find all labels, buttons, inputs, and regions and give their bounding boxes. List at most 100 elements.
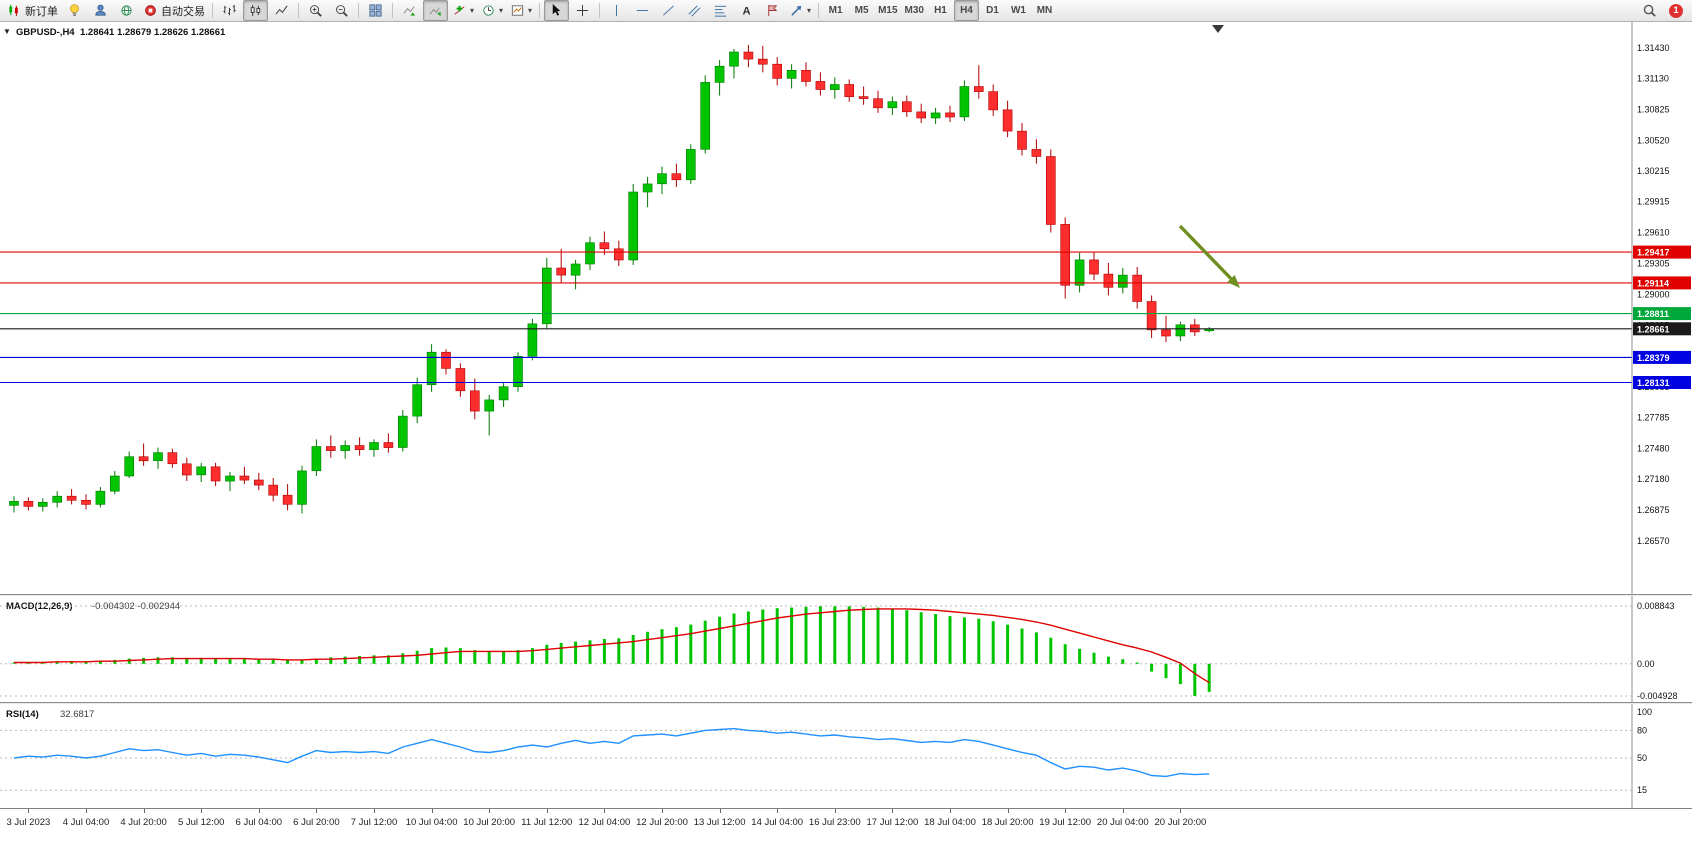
- templates-button[interactable]: ▾: [507, 0, 535, 21]
- template-icon: [511, 5, 524, 16]
- crosshair-button[interactable]: [570, 0, 595, 21]
- text-tool-button[interactable]: A: [734, 0, 759, 21]
- time-axis-tick: [1007, 809, 1009, 813]
- macd-histogram-bar: [804, 606, 808, 664]
- cursor-button[interactable]: [544, 0, 570, 21]
- candle-body: [743, 51, 754, 60]
- macd-histogram-bar: [329, 657, 333, 664]
- time-axis[interactable]: 3 Jul 2023 4 Jul 04:00 4 Jul 20:00 5 Jul 12…: [0, 808, 1692, 832]
- trendline-button[interactable]: [656, 0, 681, 21]
- annotation-arrow-head[interactable]: [1227, 275, 1240, 288]
- globe-icon: [121, 5, 132, 16]
- panel-separator[interactable]: [0, 702, 1692, 704]
- macd-panel[interactable]: MACD(12,26,9) -0.004302 -0.002944 0.0088…: [0, 596, 1692, 702]
- timeframe-m1-button[interactable]: M1: [823, 0, 848, 21]
- macd-histogram-bar: [199, 657, 203, 664]
- zoom-in-button[interactable]: [303, 0, 328, 21]
- time-axis-tick: [1065, 809, 1067, 813]
- time-axis-label: 3 Jul 2023: [6, 817, 51, 828]
- tips-button[interactable]: [62, 0, 87, 21]
- candle-body: [873, 98, 883, 109]
- macd-histogram-bar: [545, 644, 549, 664]
- community-button[interactable]: [114, 0, 139, 21]
- panel-separator[interactable]: [0, 594, 1692, 596]
- price-tag-label: 1.28131: [1637, 378, 1670, 388]
- macd-histogram-bar: [919, 612, 923, 664]
- profile-button[interactable]: [88, 0, 113, 21]
- time-axis-tick: [662, 809, 663, 813]
- text-label-button[interactable]: [760, 0, 785, 21]
- rsi-panel[interactable]: RSI(14) 32.6817 100 80 50 15: [0, 704, 1692, 808]
- shapes-button[interactable]: ▾: [786, 0, 814, 21]
- candle-body: [124, 456, 134, 477]
- macd-histogram-bar: [156, 657, 160, 664]
- dropdown-caret-icon: ▾: [807, 5, 812, 15]
- indicators-button[interactable]: ▾: [449, 0, 477, 21]
- candle-body: [685, 149, 696, 181]
- time-axis-label: 10 Jul 20:00: [463, 817, 516, 828]
- line-chart-button[interactable]: [269, 0, 294, 21]
- channel-button[interactable]: [682, 0, 707, 21]
- timeframe-w1-button[interactable]: W1: [1006, 0, 1031, 21]
- macd-scale-tick: 0.008843: [1637, 601, 1675, 611]
- chart-shift-marker[interactable]: [1212, 25, 1224, 33]
- candle-body: [138, 456, 149, 462]
- candle-body: [1074, 259, 1085, 286]
- candlestick-chart-icon: [250, 4, 261, 17]
- macd-histogram-bar: [386, 655, 390, 664]
- macd-histogram-bar: [905, 610, 909, 664]
- user-icon: [95, 4, 106, 16]
- time-axis-label: 6 Jul 04:00: [235, 817, 283, 828]
- time-axis-label: 19 Jul 12:00: [1039, 817, 1092, 828]
- time-axis-tick: [86, 809, 87, 813]
- candle-body: [945, 112, 955, 118]
- timeframe-m5-button[interactable]: M5: [849, 0, 874, 21]
- timeframe-d1-button[interactable]: D1: [980, 0, 1005, 21]
- one-click-trading-toggle-icon[interactable]: ▼: [3, 27, 11, 36]
- new-order-button[interactable]: 新订单: [4, 0, 61, 21]
- zoom-out-button[interactable]: [329, 0, 354, 21]
- cursor-icon: [552, 3, 561, 16]
- auto-scroll-button[interactable]: [397, 0, 422, 21]
- search-button[interactable]: [1637, 0, 1662, 21]
- candle-body: [441, 351, 451, 369]
- fibonacci-button[interactable]: [708, 0, 733, 21]
- time-axis-label: 20 Jul 20:00: [1154, 817, 1207, 828]
- periods-button[interactable]: ▾: [478, 0, 506, 21]
- timeframe-h1-button[interactable]: H1: [928, 0, 953, 21]
- candles: [9, 44, 1214, 514]
- macd-histogram-bar: [718, 616, 722, 664]
- candle-body: [801, 69, 811, 82]
- macd-scale-tick: -0.004928: [1637, 691, 1678, 701]
- dropdown-caret-icon: ▾: [499, 5, 504, 15]
- annotation-arrow-line[interactable]: [1178, 224, 1233, 280]
- candle-body: [585, 242, 595, 265]
- candle-body: [340, 445, 351, 451]
- notification-badge[interactable]: 1: [1669, 3, 1683, 18]
- price-scale-tick: 1.29610: [1637, 228, 1670, 238]
- timeframe-h4-button[interactable]: H4: [953, 0, 979, 21]
- time-axis-label: 14 Jul 04:00: [751, 817, 804, 828]
- candlestick-chart-button[interactable]: [243, 0, 268, 21]
- chart-shift-button[interactable]: [423, 0, 448, 21]
- candle-body: [1089, 259, 1099, 275]
- price-scale-tick: 1.30825: [1637, 104, 1670, 114]
- toolbar-separator: [298, 3, 299, 18]
- tile-windows-button[interactable]: [363, 0, 388, 21]
- macd-histogram: [12, 606, 1211, 696]
- timeframe-m30-button[interactable]: M30: [902, 0, 927, 21]
- macd-histogram-bar: [1121, 659, 1125, 664]
- candle-body: [282, 494, 293, 505]
- auto-trading-button[interactable]: 自动交易: [140, 0, 208, 21]
- lightbulb-icon: [70, 4, 79, 16]
- macd-histogram-bar: [574, 641, 578, 664]
- vertical-line-button[interactable]: [604, 0, 629, 21]
- timeframe-mn-button[interactable]: MN: [1032, 0, 1057, 21]
- macd-histogram-bar: [689, 624, 693, 664]
- candle-body: [1060, 224, 1070, 286]
- candle-body: [469, 390, 480, 412]
- bar-chart-button[interactable]: [217, 0, 242, 21]
- timeframe-m15-button[interactable]: M15: [875, 0, 900, 21]
- horizontal-line-button[interactable]: [630, 0, 655, 21]
- price-chart[interactable]: ▼ GBPUSD-,H4 1.28641 1.28679 1.28626 1.2…: [0, 22, 1692, 594]
